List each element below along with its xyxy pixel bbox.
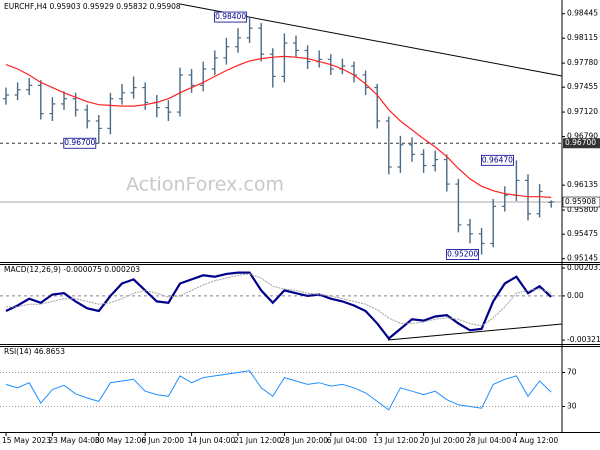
- y-tick-label: 0.96790: [567, 132, 598, 141]
- annotation-label: 0.96700: [64, 138, 95, 147]
- x-tick-label: 23 May 04:00: [48, 436, 100, 445]
- series-line: [5, 370, 552, 411]
- y-tick-label: 0.96135: [567, 180, 598, 189]
- annotation-box: [214, 11, 248, 23]
- level-label: 0.96700: [565, 138, 596, 147]
- price-box: [562, 196, 600, 208]
- y-tick-label: 0.97780: [567, 58, 598, 67]
- x-tick-label: 21 Jun 12:00: [234, 436, 282, 445]
- x-tick-label: 30 May 12:00: [95, 436, 147, 445]
- annotation-label: 0.95200: [447, 250, 478, 259]
- y-tick-label: 70: [567, 368, 577, 377]
- y-tick-label: 0.98445: [567, 9, 598, 18]
- trend-line: [387, 323, 563, 341]
- level-box: [563, 138, 600, 149]
- y-tick-label: 0.97455: [567, 82, 598, 91]
- x-tick-label: 20 Jul 20:00: [420, 436, 465, 445]
- x-tick-label: 4 Aug 12:00: [512, 436, 558, 445]
- series-line: [6, 273, 552, 327]
- indicator: MACD(12,26,9): [4, 265, 61, 274]
- y-tick-label: -0.003214: [567, 335, 600, 344]
- watermark: ActionForex.com: [126, 174, 284, 196]
- y-tick-label: 0.97120: [567, 107, 598, 116]
- y-tick-label: 0.95800: [567, 205, 598, 214]
- x-tick-label: 6 Jul 04:00: [327, 436, 367, 445]
- chart-title: EURCHF,H4 0.95903 0.95929 0.95832 0.9590…: [4, 2, 181, 11]
- rsi-title: RSI(14) 46.8653: [4, 347, 65, 356]
- symbol: EURCHF,H4: [4, 2, 47, 11]
- annotation-label: 0.96470: [482, 155, 513, 164]
- y-tick-label: 0.00: [567, 291, 584, 300]
- x-tick-label: 28 Jun 20:00: [280, 436, 328, 445]
- annotation-box: [480, 154, 514, 166]
- rsi-last: 46.8653: [34, 347, 65, 356]
- y-tick-label: 0.95145: [567, 254, 598, 263]
- x-tick-label: 6 Jun 20:00: [141, 436, 184, 445]
- series-line: [5, 55, 552, 198]
- last-low: 0.95832: [116, 2, 147, 11]
- y-tick-label: 30: [567, 402, 577, 411]
- price-label: 0.95908: [565, 197, 596, 206]
- x-tick-label: 14 Jun 04:00: [188, 436, 236, 445]
- last-close: 0.95908: [150, 2, 181, 11]
- last-high: 0.95929: [83, 2, 114, 11]
- series-line: [5, 271, 552, 341]
- annotation-box: [63, 137, 97, 149]
- y-tick-label: 0.002031: [567, 263, 600, 272]
- macd-last: -0.000075: [63, 265, 102, 274]
- annotation-box: [446, 249, 480, 260]
- indicator: RSI(14): [4, 347, 32, 356]
- last-open: 0.95903: [49, 2, 80, 11]
- x-tick-label: 15 May 2023: [2, 436, 51, 445]
- y-tick-label: 0.98115: [567, 33, 598, 42]
- x-tick-label: 28 Jul 04:00: [466, 436, 511, 445]
- macd-title: MACD(12,26,9) -0.000075 0.000203: [4, 265, 140, 274]
- annotation-label: 0.98400: [215, 12, 246, 21]
- signal-last: 0.000203: [104, 265, 140, 274]
- x-tick-label: 13 Jul 12:00: [373, 436, 418, 445]
- y-tick-label: 0.95475: [567, 229, 598, 238]
